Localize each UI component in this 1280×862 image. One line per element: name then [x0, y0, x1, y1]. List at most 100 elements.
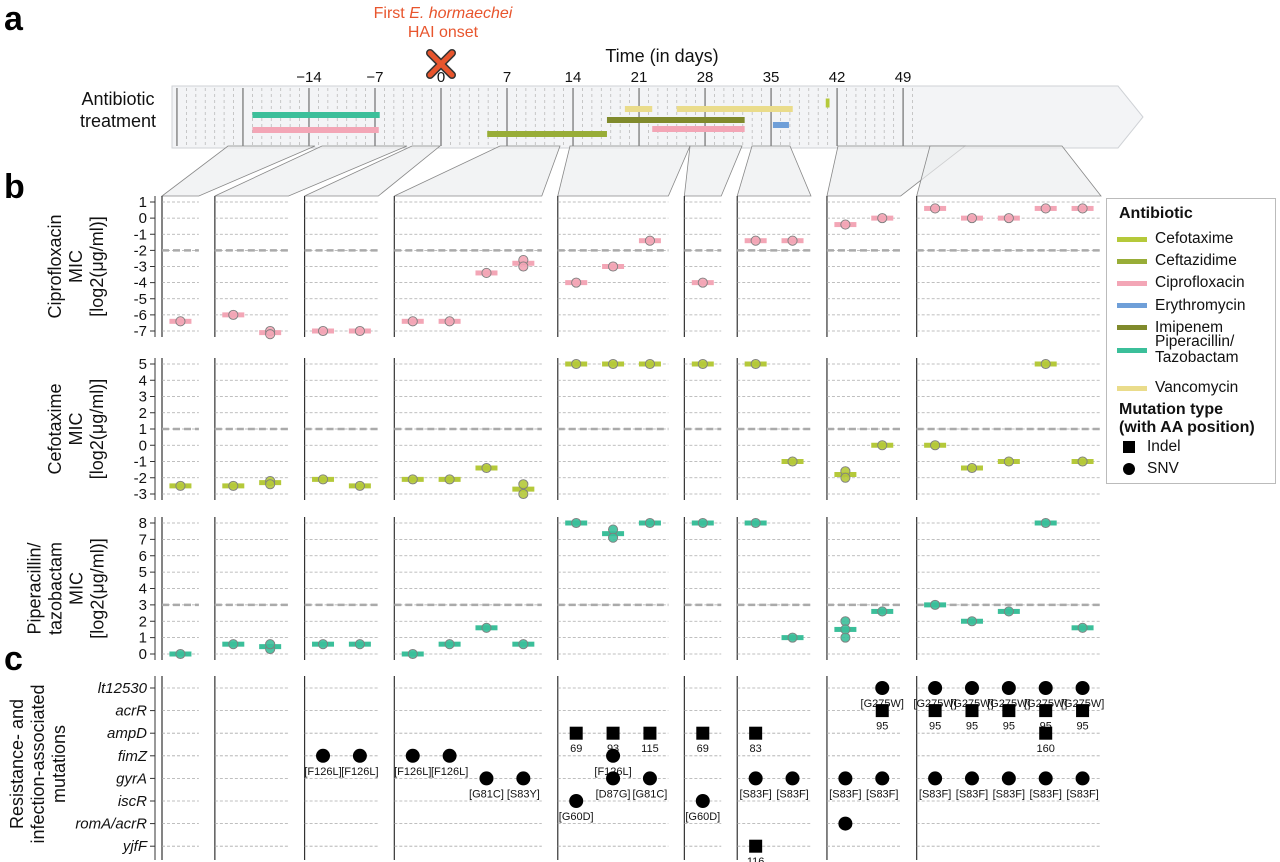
mic-ytick-label: 8	[139, 515, 147, 532]
mic-ytick-label: -6	[134, 307, 147, 324]
mic-point	[930, 599, 941, 610]
treatment-bar-erythromycin	[772, 122, 789, 128]
mutation-indel-marker	[875, 704, 889, 718]
legend-label: Piperacillin/ Tazobactam	[1155, 333, 1239, 366]
mic-ytick-label: 0	[139, 646, 147, 663]
mic-point	[444, 474, 455, 485]
mic-point	[644, 517, 655, 529]
mutation-ylabel: Resistance- andinfection-associatedmutat…	[7, 684, 69, 843]
mic-point	[1040, 203, 1051, 214]
treatment-label-line1: Antibiotic	[81, 89, 154, 109]
mutation-position-label: [F126L]	[341, 766, 378, 778]
mic-ylabel-line: [log2(μg/ml)]	[88, 538, 108, 638]
mutation-gene-label: yjfF	[122, 838, 148, 855]
mic-point	[750, 235, 761, 246]
mutation-position-label: [S83F]	[993, 788, 1025, 800]
mic-point	[697, 358, 708, 370]
time-tick-label: 28	[697, 69, 714, 86]
mutation-position-label: 69	[697, 743, 709, 755]
mic-ytick-label: 2	[139, 405, 147, 422]
mutation-position-label: [G275W]	[913, 698, 956, 710]
mic-point	[787, 235, 798, 246]
mic-point	[697, 517, 708, 529]
mutation-indel-marker	[1039, 726, 1053, 740]
mic-point	[966, 462, 978, 474]
legend-swatch	[1117, 385, 1147, 391]
mic-point	[571, 277, 582, 288]
mutation-snv-marker	[964, 681, 979, 695]
mutation-indel-marker	[1039, 704, 1053, 718]
mic-point	[787, 632, 798, 643]
mutation-position-label: [S83Y]	[507, 788, 540, 800]
timeline: −14 −7 0 7 14 21 28 35 42 49	[171, 49, 1144, 149]
mutation-snv-marker	[442, 748, 457, 763]
mic-ytick-label: 4	[139, 372, 147, 389]
mic-point	[354, 480, 365, 491]
mutation-snv-marker	[838, 771, 853, 786]
treatment-bar-ciprofloxacin	[652, 126, 745, 132]
mic-point	[481, 622, 492, 633]
mutation-position-label: [S83F]	[1066, 788, 1098, 800]
legend: Antibiotic Cefotaxime Ceftazidime Ciproflo…	[1106, 198, 1276, 484]
time-axis-title: Time (in days)	[605, 46, 718, 66]
mic-ylabel-line: Cefotaxime	[45, 383, 65, 474]
legend-item: Imipenem	[1117, 318, 1223, 338]
zoom-connector	[214, 145, 408, 197]
mic-point	[518, 639, 529, 650]
mic-ytick-label: 5	[139, 564, 147, 581]
mutation-panel: Resistance- andinfection-associatedmutat…	[7, 676, 1104, 862]
mutation-position-label: [F126L]	[304, 766, 341, 778]
mic-point	[877, 440, 888, 451]
treatment-bar-piperacillin-tazobactam	[252, 112, 380, 118]
mic-point	[608, 532, 619, 543]
zoom-connector	[916, 145, 1102, 197]
mic-ytick-label: 6	[139, 548, 147, 565]
mic-point	[444, 316, 455, 327]
time-tick-label: −7	[366, 69, 383, 86]
mic-ylabel-line: tazobactam	[46, 542, 66, 635]
mic-point	[175, 316, 186, 327]
mic-ytick-label: -2	[134, 470, 147, 487]
mutation-indel-marker	[749, 839, 763, 853]
onset-label-line1: First E. hormaechei	[374, 5, 513, 22]
legend-mutation-item: Indel	[1117, 437, 1181, 457]
mutation-gene-label: lt12530	[98, 680, 148, 697]
mutation-position-label: 115	[641, 743, 659, 755]
time-tick-label: 14	[565, 69, 582, 86]
mutation-gene-label: ampD	[107, 725, 147, 742]
mic-ylabel-line: [log2(μg/ml)]	[87, 379, 107, 479]
mutation-snv-marker	[785, 771, 800, 786]
square-icon	[1123, 441, 1135, 453]
mic-point	[877, 213, 888, 224]
mutation-snv-marker	[748, 771, 763, 786]
mic-point	[407, 474, 418, 485]
mic-ylabel-piperacillin: Piperacillin/tazobactamMIC[log2(μg/ml)]	[25, 538, 108, 638]
mic-ytick-label: 3	[139, 597, 147, 614]
mutation-snv-marker	[1001, 771, 1016, 786]
mutation-ylabel-line: Resistance- and	[7, 699, 27, 829]
mutation-gene-label: gyrA	[116, 770, 147, 787]
mic-ytick-label: 2	[139, 613, 147, 630]
mic-ylabel-cefotaxime: CefotaximeMIC[log2(μg/ml)]	[45, 379, 107, 479]
mic-point	[697, 277, 708, 288]
mutation-position-label: 95	[1076, 721, 1088, 733]
legend-mutation-item: SNV	[1117, 459, 1179, 479]
mic-point	[317, 474, 329, 485]
zoom-connector	[683, 145, 743, 197]
mic-ytick-label: 1	[139, 630, 147, 647]
panel-label-c: c	[4, 640, 23, 678]
mutation-position-label: [S83F]	[739, 788, 771, 800]
mutation-position-label: 116	[747, 856, 765, 862]
time-tick-label: 0	[437, 69, 445, 86]
mutation-snv-marker	[875, 681, 890, 695]
mutation-position-label: 95	[966, 721, 978, 733]
mic-ylabel-ciprofloxacin: CiprofloxacinMIC[log2(μg/ml)]	[45, 214, 107, 318]
mutation-position-label: [G60D]	[685, 811, 720, 823]
mic-point	[608, 358, 619, 370]
mutation-position-label: 95	[876, 721, 888, 733]
mic-point	[840, 219, 851, 230]
mutation-gene-label: fimZ	[118, 748, 148, 765]
mutation-indel-marker	[606, 726, 620, 740]
mic-point	[1040, 358, 1051, 370]
